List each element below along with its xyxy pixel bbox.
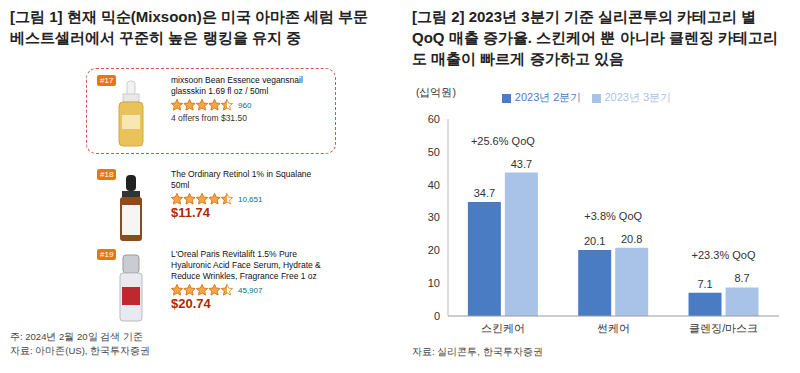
html-text:자료: 실리콘투, 한국투자증권: 자료: 실리콘투, 한국투자증권 bbox=[412, 346, 543, 357]
svg-text:8.7: 8.7 bbox=[734, 272, 749, 284]
svg-text:30: 30 bbox=[428, 211, 440, 223]
svg-text:20: 20 bbox=[428, 244, 440, 256]
svg-text:20.1: 20.1 bbox=[584, 235, 605, 247]
html-text:주: 2024년 2월 20일 검색 기준: 주: 2024년 2월 20일 검색 기준 bbox=[10, 331, 143, 342]
svg-text:10: 10 bbox=[428, 277, 440, 289]
html-text:L'Oreal Paris Revitalift 1.5%: L'Oreal Paris Revitalift 1.5% Pure Hyalu… bbox=[171, 249, 321, 281]
svg-text:43.7: 43.7 bbox=[511, 158, 532, 170]
html-text:960: 960 bbox=[238, 100, 252, 110]
html-text:#18: #18 bbox=[100, 170, 114, 179]
html-text:[그림 2] 2023년 3분기 기준 실리콘투의 카테고리: [그림 2] 2023년 3분기 기준 실리콘투의 카테고리 별 QoQ 매출 … bbox=[412, 8, 778, 67]
html-text:자료: 아마존(US), 한국투자증권: 자료: 아마존(US), 한국투자증권 bbox=[10, 345, 151, 356]
html-text:45,907: 45,907 bbox=[238, 285, 263, 295]
html-text:#19: #19 bbox=[100, 250, 114, 259]
html-text:The Ordinary Retinol 1% in Squ: The Ordinary Retinol 1% in Squalane 50ml bbox=[171, 169, 312, 190]
svg-text:50: 50 bbox=[428, 146, 440, 158]
html-text:[그림 1] 현재 믹순(Mixsoon)은 미국 아마존: [그림 1] 현재 믹순(Mixsoon)은 미국 아마존 세럼 부문 베스트셀… bbox=[10, 8, 369, 46]
html-text:$20.74: $20.74 bbox=[171, 296, 211, 311]
svg-text:+23.3% QoQ: +23.3% QoQ bbox=[692, 249, 756, 261]
html-text:2023년 3분기: 2023년 3분기 bbox=[604, 91, 672, 103]
html-text:(십억원): (십억원) bbox=[416, 86, 456, 98]
html-text:$11.74: $11.74 bbox=[171, 205, 210, 220]
svg-text:0: 0 bbox=[434, 310, 440, 322]
svg-text:60: 60 bbox=[428, 113, 440, 125]
svg-text:20.8: 20.8 bbox=[621, 233, 642, 245]
svg-text:+3.8% QoQ: +3.8% QoQ bbox=[584, 210, 642, 222]
svg-text:40: 40 bbox=[428, 179, 440, 191]
html-text:2023년 2분기: 2023년 2분기 bbox=[514, 91, 582, 103]
svg-text:클렌징/마스크: 클렌징/마스크 bbox=[689, 322, 758, 334]
svg-text:+25.6% QoQ: +25.6% QoQ bbox=[471, 135, 535, 147]
svg-text:34.7: 34.7 bbox=[474, 187, 495, 199]
svg-text:스킨케어: 스킨케어 bbox=[481, 322, 525, 334]
html-text:mixsoon Bean Essence vegansnai: mixsoon Bean Essence vegansnail glassski… bbox=[171, 75, 303, 96]
svg-text:7.1: 7.1 bbox=[697, 278, 712, 290]
svg-text:썬케어: 썬케어 bbox=[597, 322, 630, 334]
html-text:#17: #17 bbox=[100, 76, 114, 85]
html-text:10,651: 10,651 bbox=[238, 194, 263, 204]
html-text:4 offers from $31.50: 4 offers from $31.50 bbox=[171, 113, 247, 123]
